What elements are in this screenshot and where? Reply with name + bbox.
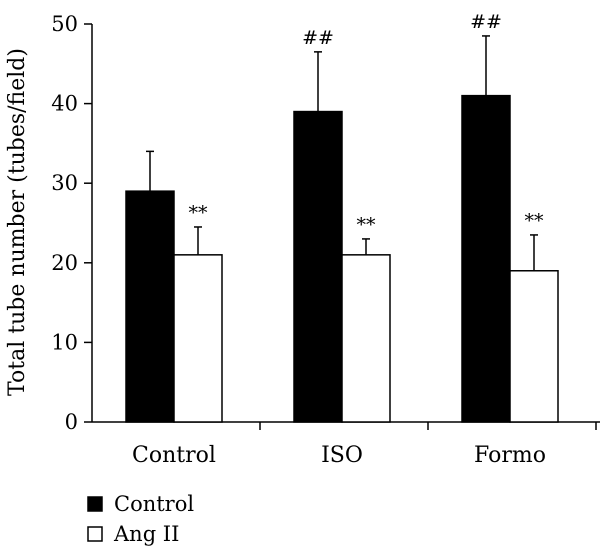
y-tick-label: 20 [51, 251, 78, 275]
significance-label: ## [302, 27, 334, 49]
bar [341, 254, 391, 423]
y-axis: 0 10 20 30 40 50 [51, 12, 93, 434]
x-tick-label: Formo [474, 443, 546, 468]
x-tick-label: ISO [321, 443, 363, 468]
significance-label: ## [470, 11, 502, 33]
legend: Control Ang II [87, 492, 194, 546]
y-tick-label: 10 [51, 330, 78, 354]
bar [125, 190, 175, 423]
significance-label: ** [525, 210, 545, 232]
x-axis: Control ISO Formo [92, 421, 600, 468]
bar [461, 94, 511, 423]
significance-label: ** [189, 202, 209, 224]
legend-swatch [87, 496, 103, 512]
y-tick-label: 30 [51, 171, 78, 195]
y-tick-label: 0 [65, 410, 78, 434]
y-axis-label: Total tube number (tubes/field) [5, 48, 30, 396]
x-tick-label: Control [132, 443, 216, 468]
y-tick-label: 50 [51, 12, 78, 36]
bar [293, 110, 343, 423]
bar [173, 254, 223, 423]
bars: ## ## ** ** ** [125, 11, 559, 423]
legend-label: Ang II [113, 522, 179, 546]
y-tick-label: 40 [51, 92, 78, 116]
bar [509, 270, 559, 423]
legend-label: Control [114, 492, 194, 516]
legend-swatch [87, 526, 103, 542]
significance-label: ** [357, 214, 377, 236]
